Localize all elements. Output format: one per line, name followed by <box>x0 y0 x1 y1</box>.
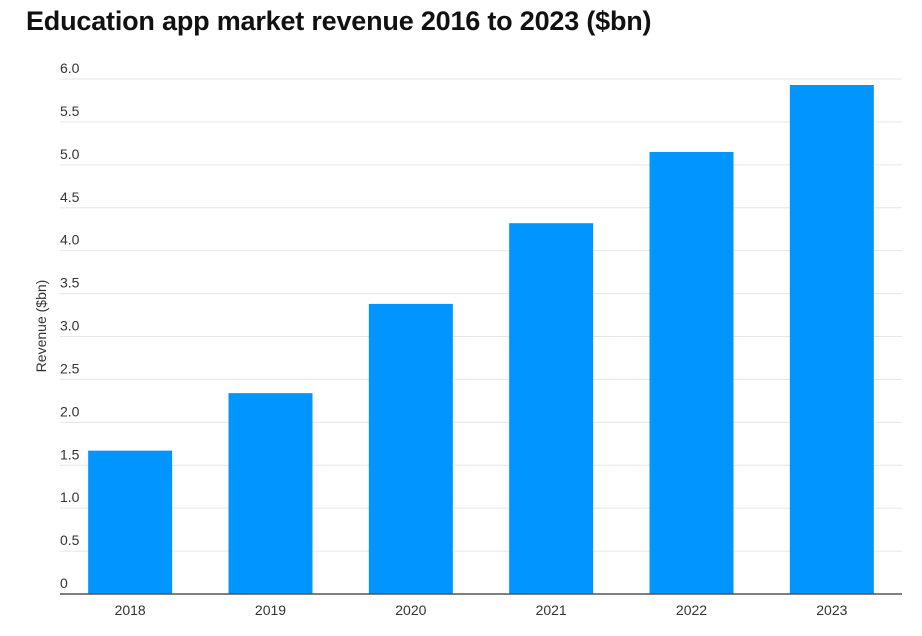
y-tick-label: 5.5 <box>60 103 80 119</box>
y-tick-label: 5.0 <box>60 146 80 162</box>
x-tick-label: 2019 <box>255 602 286 618</box>
y-tick-label: 2.0 <box>60 403 80 419</box>
y-tick-label: 1.0 <box>60 489 80 505</box>
y-tick-label: 4.0 <box>60 232 80 248</box>
x-tick-label: 2023 <box>816 602 847 618</box>
y-tick-label: 3.0 <box>60 318 80 334</box>
y-tick-label: 1.5 <box>60 446 80 462</box>
y-tick-label: 0 <box>60 575 68 591</box>
y-tick-label: 3.5 <box>60 275 80 291</box>
bar-2021 <box>509 223 594 594</box>
bar-2022 <box>649 151 734 595</box>
x-tick-label: 2022 <box>676 602 707 618</box>
x-tick-label: 2020 <box>395 602 426 618</box>
bar-2019 <box>228 393 313 594</box>
bar-2023 <box>789 85 874 594</box>
y-tick-label: 6.0 <box>60 60 80 76</box>
x-tick-label: 2021 <box>536 602 567 618</box>
y-tick-label: 0.5 <box>60 532 80 548</box>
x-tick-label: 2018 <box>115 602 146 618</box>
y-tick-label: 2.5 <box>60 360 80 376</box>
chart-title: Education app market revenue 2016 to 202… <box>26 6 652 36</box>
bar-2020 <box>368 303 453 594</box>
bar-2018 <box>88 450 173 594</box>
y-axis-label: Revenue ($bn) <box>33 280 49 373</box>
y-tick-label: 4.5 <box>60 189 80 205</box>
